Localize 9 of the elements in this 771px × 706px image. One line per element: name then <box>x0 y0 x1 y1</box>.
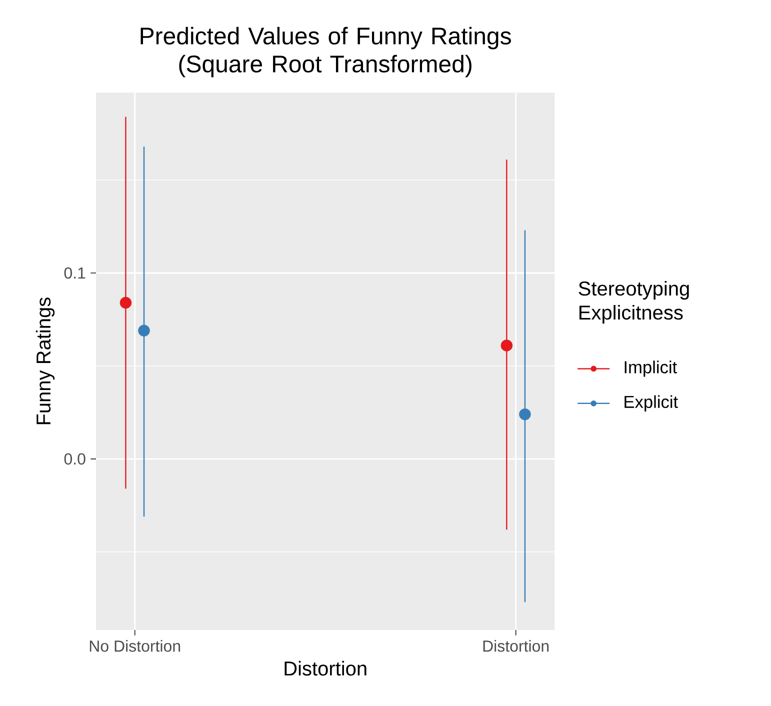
y-axis-title: Funny Ratings <box>36 298 55 424</box>
legend-label: Explicit <box>624 395 678 412</box>
x-tick-label: No Distortion <box>90 640 180 652</box>
chart-title: Predicted Values of Funny Ratings (Square Root Transformed) <box>140 26 511 78</box>
y-tick-label: 0.1 <box>64 267 86 279</box>
x-axis-title: Distortion <box>284 660 366 676</box>
legend-title: Stereotyping Explicitness <box>578 280 689 324</box>
y-tick-label: 0.0 <box>64 453 86 465</box>
legend-label: Implicit <box>624 360 677 377</box>
